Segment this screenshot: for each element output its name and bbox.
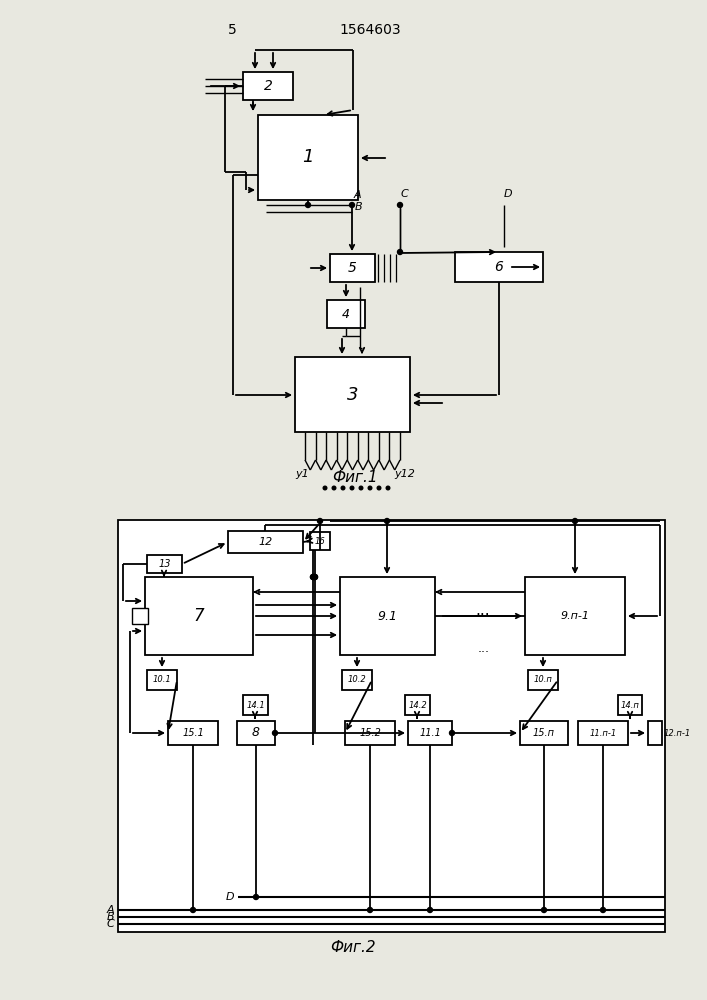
Bar: [528, 670, 558, 690]
Text: 12.п-1: 12.п-1: [664, 728, 691, 738]
Text: 12: 12: [258, 537, 273, 547]
Bar: [455, 252, 543, 282]
Circle shape: [385, 518, 390, 524]
Circle shape: [397, 202, 402, 208]
Circle shape: [573, 518, 578, 524]
Text: 7: 7: [194, 607, 204, 625]
Bar: [648, 721, 662, 745]
Circle shape: [317, 518, 322, 524]
Text: B: B: [355, 202, 363, 212]
Text: Фиг.1: Фиг.1: [332, 471, 378, 486]
Text: D: D: [504, 189, 513, 199]
Text: 1: 1: [303, 148, 314, 166]
Text: 6: 6: [495, 260, 503, 274]
Bar: [618, 695, 642, 715]
Text: 15.п: 15.п: [533, 728, 555, 738]
Text: 2: 2: [264, 79, 272, 93]
Circle shape: [542, 908, 547, 912]
Text: A: A: [106, 905, 114, 915]
Text: 1564603: 1564603: [339, 23, 401, 37]
Circle shape: [600, 908, 605, 912]
Text: 15.1: 15.1: [182, 728, 204, 738]
Circle shape: [190, 908, 196, 912]
Bar: [345, 721, 395, 745]
Circle shape: [359, 486, 363, 490]
Bar: [295, 357, 410, 432]
Bar: [327, 300, 365, 328]
Circle shape: [341, 486, 345, 490]
Bar: [132, 608, 148, 624]
Text: 14.п: 14.п: [621, 700, 639, 710]
Text: 13: 13: [158, 559, 171, 569]
Text: у1: у1: [295, 469, 309, 479]
Text: 5: 5: [228, 23, 236, 37]
Text: A: A: [354, 190, 361, 200]
Text: у12: у12: [395, 469, 416, 479]
Bar: [118, 520, 665, 932]
Text: C: C: [106, 919, 114, 929]
Bar: [408, 721, 452, 745]
Text: 16: 16: [315, 536, 325, 546]
Bar: [342, 670, 372, 690]
Text: D: D: [226, 892, 234, 902]
Text: 15.2: 15.2: [359, 728, 381, 738]
Text: ...: ...: [478, 642, 490, 655]
Bar: [578, 721, 628, 745]
Text: 10.2: 10.2: [348, 676, 366, 684]
Bar: [243, 695, 268, 715]
Text: 9.1: 9.1: [378, 609, 397, 622]
Bar: [258, 115, 358, 200]
Bar: [243, 72, 293, 100]
Circle shape: [272, 730, 278, 736]
Bar: [330, 254, 375, 282]
Circle shape: [254, 894, 259, 900]
Circle shape: [368, 486, 372, 490]
Text: 11.п-1: 11.п-1: [590, 728, 617, 738]
Circle shape: [368, 908, 373, 912]
Bar: [147, 670, 177, 690]
Bar: [520, 721, 568, 745]
Bar: [145, 577, 253, 655]
Text: 8: 8: [252, 726, 260, 740]
Circle shape: [310, 574, 315, 580]
Circle shape: [323, 486, 327, 490]
Text: B: B: [106, 912, 114, 922]
Circle shape: [378, 486, 381, 490]
Circle shape: [310, 574, 315, 580]
Text: 14.1: 14.1: [246, 700, 265, 710]
Text: 14.2: 14.2: [408, 700, 427, 710]
Bar: [405, 695, 430, 715]
Circle shape: [428, 908, 433, 912]
Text: 5: 5: [348, 261, 357, 275]
Bar: [228, 531, 303, 553]
Bar: [147, 555, 182, 573]
Bar: [237, 721, 275, 745]
Text: ...: ...: [476, 603, 491, 618]
Circle shape: [386, 486, 390, 490]
Circle shape: [312, 574, 317, 580]
Circle shape: [450, 730, 455, 736]
Circle shape: [332, 486, 336, 490]
Circle shape: [312, 574, 317, 580]
Bar: [310, 532, 330, 550]
Bar: [340, 577, 435, 655]
Text: 4: 4: [342, 308, 350, 320]
Circle shape: [305, 202, 310, 208]
Bar: [168, 721, 218, 745]
Circle shape: [349, 202, 354, 208]
Text: 10.п: 10.п: [534, 676, 552, 684]
Text: Фиг.2: Фиг.2: [330, 940, 376, 956]
Text: 10.1: 10.1: [153, 676, 171, 684]
Text: 9.п-1: 9.п-1: [561, 611, 590, 621]
Circle shape: [350, 486, 354, 490]
Text: C: C: [401, 189, 409, 199]
Bar: [525, 577, 625, 655]
Circle shape: [397, 249, 402, 254]
Text: 3: 3: [346, 385, 358, 403]
Text: 11.1: 11.1: [419, 728, 441, 738]
